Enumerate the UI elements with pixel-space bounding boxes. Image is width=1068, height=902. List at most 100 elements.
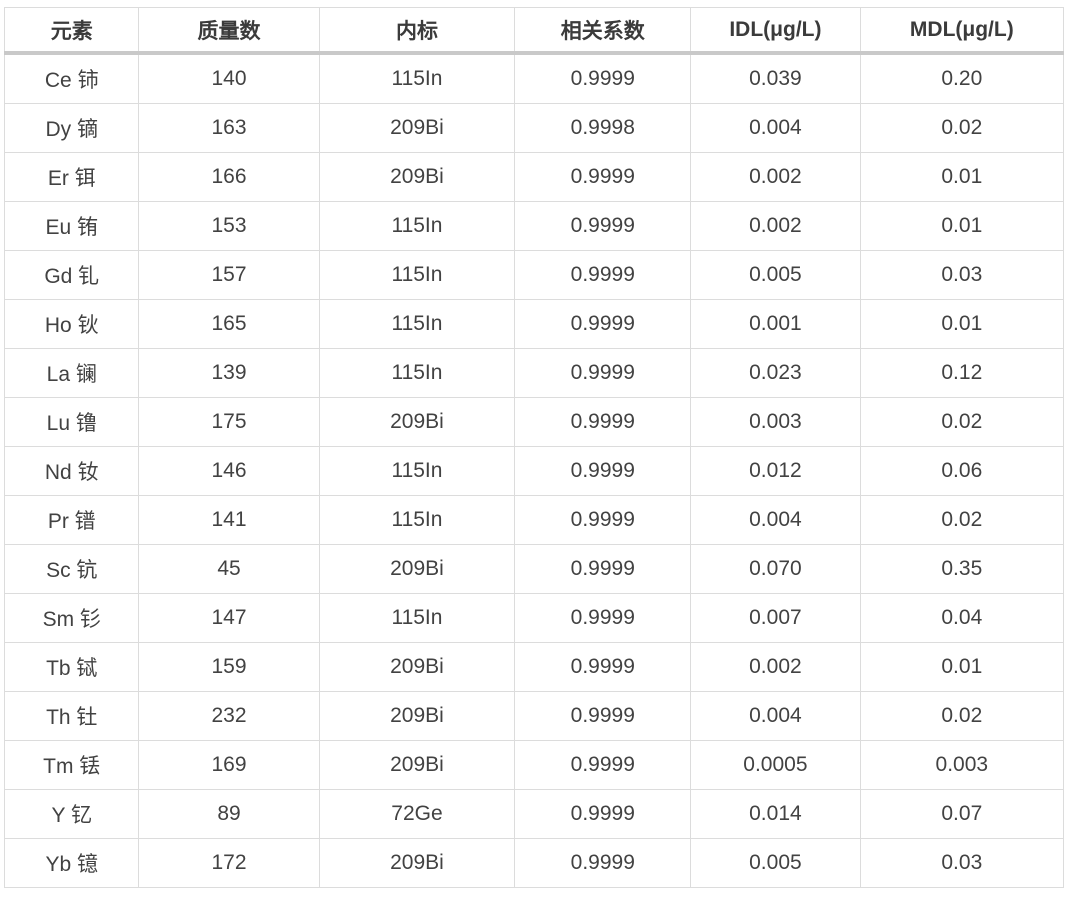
cell-correlation: 0.9999 xyxy=(514,642,692,692)
cell-internal_standard: 115In xyxy=(318,250,516,300)
cell-correlation: 0.9999 xyxy=(514,201,692,251)
cell-mdl: 0.01 xyxy=(859,201,1065,251)
cell-correlation: 0.9999 xyxy=(514,446,692,496)
cell-correlation: 0.9998 xyxy=(514,103,692,153)
cell-internal_standard: 72Ge xyxy=(318,789,516,839)
cell-internal_standard: 209Bi xyxy=(318,691,516,741)
cell-internal_standard: 209Bi xyxy=(318,103,516,153)
cell-internal_standard: 209Bi xyxy=(318,740,516,790)
cell-element: Pr 镨 xyxy=(3,495,140,545)
cell-mass_number: 146 xyxy=(138,446,320,496)
cell-correlation: 0.9999 xyxy=(514,740,692,790)
cell-element: Dy 镝 xyxy=(3,103,140,153)
cell-mdl: 0.02 xyxy=(859,495,1065,545)
cell-correlation: 0.9999 xyxy=(514,691,692,741)
table-row: Y 钇 89 72Ge 0.9999 0.014 0.07 xyxy=(3,789,1065,839)
cell-mass_number: 45 xyxy=(138,544,320,594)
cell-correlation: 0.9999 xyxy=(514,250,692,300)
cell-mass_number: 232 xyxy=(138,691,320,741)
column-header-mdl: MDL(μg/L) xyxy=(859,7,1065,55)
cell-element: Gd 钆 xyxy=(3,250,140,300)
cell-element: Lu 镥 xyxy=(3,397,140,447)
cell-element: Th 钍 xyxy=(3,691,140,741)
cell-mdl: 0.02 xyxy=(859,103,1065,153)
cell-correlation: 0.9999 xyxy=(514,299,692,349)
cell-element: Tb 铽 xyxy=(3,642,140,692)
cell-correlation: 0.9999 xyxy=(514,52,692,104)
cell-correlation: 0.9999 xyxy=(514,789,692,839)
column-header-mass_number: 质量数 xyxy=(138,7,320,55)
cell-mdl: 0.03 xyxy=(859,250,1065,300)
table-row: Gd 钆 157 115In 0.9999 0.005 0.03 xyxy=(3,250,1065,300)
cell-internal_standard: 209Bi xyxy=(318,152,516,202)
cell-mass_number: 166 xyxy=(138,152,320,202)
cell-correlation: 0.9999 xyxy=(514,544,692,594)
cell-mass_number: 172 xyxy=(138,838,320,888)
elements-calibration-table: 元素 质量数 内标 相关系数 IDL(μg/L) MDL(μg/L) Ce 铈 140 115… xyxy=(3,7,1065,888)
cell-element: Y 钇 xyxy=(3,789,140,839)
cell-mdl: 0.20 xyxy=(859,52,1065,104)
cell-element: Er 铒 xyxy=(3,152,140,202)
cell-correlation: 0.9999 xyxy=(514,152,692,202)
cell-mdl: 0.01 xyxy=(859,642,1065,692)
cell-mass_number: 147 xyxy=(138,593,320,643)
cell-idl: 0.004 xyxy=(690,691,861,741)
cell-element: Sm 钐 xyxy=(3,593,140,643)
cell-mdl: 0.01 xyxy=(859,299,1065,349)
table-row: Tb 铽 159 209Bi 0.9999 0.002 0.01 xyxy=(3,642,1065,692)
table-row: Eu 铕 153 115In 0.9999 0.002 0.01 xyxy=(3,201,1065,251)
cell-mdl: 0.003 xyxy=(859,740,1065,790)
cell-idl: 0.005 xyxy=(690,250,861,300)
header-row: 元素 质量数 内标 相关系数 IDL(μg/L) MDL(μg/L) xyxy=(3,7,1065,55)
cell-mass_number: 141 xyxy=(138,495,320,545)
cell-idl: 0.023 xyxy=(690,348,861,398)
column-header-idl: IDL(μg/L) xyxy=(690,7,861,55)
cell-mass_number: 153 xyxy=(138,201,320,251)
cell-mdl: 0.02 xyxy=(859,397,1065,447)
cell-internal_standard: 115In xyxy=(318,593,516,643)
cell-mass_number: 165 xyxy=(138,299,320,349)
cell-idl: 0.002 xyxy=(690,152,861,202)
cell-internal_standard: 209Bi xyxy=(318,642,516,692)
table-body: Ce 铈 140 115In 0.9999 0.039 0.20 Dy 镝 163 209Bi 0… xyxy=(3,52,1065,888)
cell-correlation: 0.9999 xyxy=(514,495,692,545)
column-header-element: 元素 xyxy=(3,7,140,55)
cell-mass_number: 139 xyxy=(138,348,320,398)
cell-correlation: 0.9999 xyxy=(514,397,692,447)
cell-mass_number: 163 xyxy=(138,103,320,153)
table-row: Lu 镥 175 209Bi 0.9999 0.003 0.02 xyxy=(3,397,1065,447)
cell-idl: 0.039 xyxy=(690,52,861,104)
cell-idl: 0.001 xyxy=(690,299,861,349)
cell-element: Nd 钕 xyxy=(3,446,140,496)
table-row: Th 钍 232 209Bi 0.9999 0.004 0.02 xyxy=(3,691,1065,741)
cell-element: Ce 铈 xyxy=(3,52,140,104)
table-row: Yb 镱 172 209Bi 0.9999 0.005 0.03 xyxy=(3,838,1065,888)
cell-idl: 0.003 xyxy=(690,397,861,447)
table-row: Ce 铈 140 115In 0.9999 0.039 0.20 xyxy=(3,52,1065,104)
cell-mdl: 0.04 xyxy=(859,593,1065,643)
cell-mdl: 0.01 xyxy=(859,152,1065,202)
table-head: 元素 质量数 内标 相关系数 IDL(μg/L) MDL(μg/L) xyxy=(3,7,1065,55)
cell-internal_standard: 209Bi xyxy=(318,544,516,594)
cell-internal_standard: 209Bi xyxy=(318,838,516,888)
cell-mdl: 0.12 xyxy=(859,348,1065,398)
table-row: Sc 钪 45 209Bi 0.9999 0.070 0.35 xyxy=(3,544,1065,594)
cell-mass_number: 157 xyxy=(138,250,320,300)
table-row: La 镧 139 115In 0.9999 0.023 0.12 xyxy=(3,348,1065,398)
cell-internal_standard: 115In xyxy=(318,495,516,545)
cell-mass_number: 159 xyxy=(138,642,320,692)
cell-internal_standard: 209Bi xyxy=(318,397,516,447)
cell-internal_standard: 115In xyxy=(318,348,516,398)
table-row: Er 铒 166 209Bi 0.9999 0.002 0.01 xyxy=(3,152,1065,202)
cell-element: Yb 镱 xyxy=(3,838,140,888)
cell-mdl: 0.35 xyxy=(859,544,1065,594)
cell-mdl: 0.03 xyxy=(859,838,1065,888)
cell-mass_number: 169 xyxy=(138,740,320,790)
cell-correlation: 0.9999 xyxy=(514,593,692,643)
cell-idl: 0.012 xyxy=(690,446,861,496)
cell-idl: 0.007 xyxy=(690,593,861,643)
cell-idl: 0.014 xyxy=(690,789,861,839)
cell-internal_standard: 115In xyxy=(318,446,516,496)
cell-internal_standard: 115In xyxy=(318,52,516,104)
